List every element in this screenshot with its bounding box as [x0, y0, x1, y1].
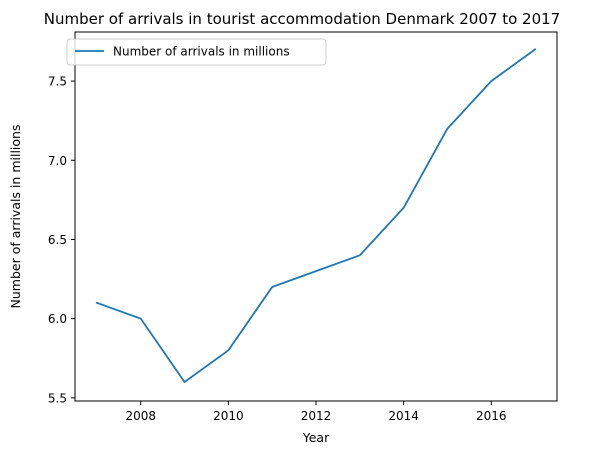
- x-axis-ticks: 2008 2010 2012 2014 2016: [125, 401, 507, 423]
- x-tick-label: 2016: [476, 409, 507, 423]
- data-point: [489, 79, 493, 83]
- y-axis-label: Number of arrivals in millions: [8, 125, 23, 309]
- x-tick-label: 2008: [125, 409, 156, 423]
- series-line: [95, 48, 537, 383]
- y-tick-label: 7.5: [48, 75, 67, 89]
- chart-title: Number of arrivals in tourist accommodat…: [44, 10, 560, 28]
- legend-label: Number of arrivals in millions: [113, 45, 290, 59]
- x-tick-label: 2012: [301, 409, 332, 423]
- y-tick-label: 5.5: [48, 391, 67, 405]
- series-layer: [95, 47, 537, 384]
- y-tick-label: 7.0: [48, 154, 67, 168]
- data-point: [183, 380, 187, 384]
- data-point: [445, 127, 449, 131]
- y-tick-label: 6.0: [48, 312, 67, 326]
- y-tick-label: 6.5: [48, 233, 67, 247]
- legend: Number of arrivals in millions: [66, 38, 327, 66]
- x-axis-label: Year: [302, 430, 330, 445]
- y-axis-ticks: 5.5 6.0 6.5 7.0 7.5: [48, 75, 75, 405]
- x-tick-label: 2010: [213, 409, 244, 423]
- data-point: [402, 206, 406, 210]
- data-point: [139, 317, 143, 321]
- data-point: [314, 269, 318, 273]
- data-point: [226, 348, 230, 352]
- data-point: [270, 285, 274, 289]
- data-point: [533, 47, 537, 51]
- legend-box: [66, 38, 327, 66]
- data-point: [95, 301, 99, 305]
- data-point: [358, 253, 362, 257]
- x-tick-label: 2014: [388, 409, 419, 423]
